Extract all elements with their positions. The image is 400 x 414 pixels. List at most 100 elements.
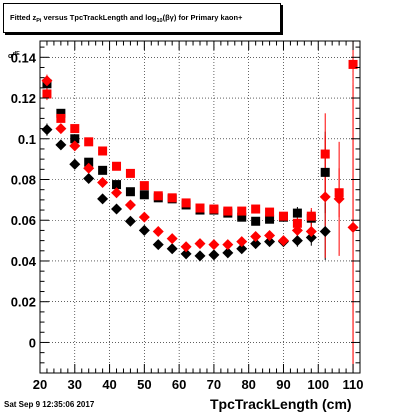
diamond-marker	[194, 250, 206, 262]
square-marker	[56, 113, 66, 123]
y-tick-label: 0.14	[11, 50, 37, 65]
diamond-marker	[41, 124, 53, 136]
title-subscript-pi: Pi	[36, 18, 42, 24]
square-marker	[292, 218, 302, 228]
axis-ticks	[39, 41, 361, 374]
data-markers	[41, 59, 359, 262]
x-tick-label: 50	[137, 377, 151, 392]
diamond-marker	[83, 172, 95, 184]
y-axis-symbol: σ	[8, 53, 13, 60]
diamond-marker	[180, 241, 192, 253]
chart-title: Fitted zPi versus TpcTrackLength and log…	[10, 13, 243, 24]
x-tick-label: 100	[307, 377, 329, 392]
diamond-marker	[319, 191, 331, 203]
square-marker	[181, 198, 191, 208]
square-marker	[125, 168, 135, 178]
square-marker	[320, 149, 330, 159]
x-tick-label: 70	[207, 377, 221, 392]
diamond-marker	[208, 249, 220, 261]
square-marker	[167, 193, 177, 203]
diamond-marker	[291, 235, 303, 247]
square-marker	[237, 206, 247, 216]
diamond-marker	[124, 215, 136, 227]
diamond-marker	[55, 123, 67, 135]
square-marker	[223, 206, 233, 216]
title-beta-gamma: βγ	[165, 13, 174, 22]
diamond-marker	[152, 239, 164, 251]
diamond-marker	[250, 231, 262, 243]
title-subscript-10: 10	[156, 18, 163, 24]
diamond-marker	[97, 193, 109, 205]
y-tick-label: 0	[29, 335, 36, 350]
diamond-marker	[166, 233, 178, 245]
x-tick-label: 30	[68, 377, 82, 392]
diamond-marker	[194, 238, 206, 250]
diamond-marker	[250, 238, 262, 250]
x-tick-label: 20	[33, 377, 47, 392]
y-tick-label: 0.08	[11, 173, 36, 188]
diamond-marker	[166, 243, 178, 255]
square-marker	[42, 89, 52, 99]
square-marker	[139, 181, 149, 191]
square-marker	[334, 188, 344, 198]
square-marker	[195, 203, 205, 213]
axis-tick-labels: 20 30 40 50 60 70 80 90 100 110 0 0.02 0.04 0.06 0.08 0…	[11, 50, 364, 392]
diamond-marker	[111, 203, 123, 215]
diamond-marker	[222, 239, 234, 251]
y-axis-superscript: dE	[12, 51, 20, 57]
square-marker	[320, 167, 330, 177]
square-marker	[306, 211, 316, 221]
square-marker	[70, 134, 80, 144]
x-axis-label: TpcTrackLength (cm)	[210, 396, 352, 412]
diamond-marker	[124, 199, 136, 211]
diamond-marker	[138, 224, 150, 236]
diamond-marker	[208, 239, 220, 251]
square-marker	[139, 190, 149, 200]
square-marker	[84, 157, 94, 167]
x-tick-label: 80	[241, 377, 255, 392]
y-tick-label: 0.02	[11, 295, 36, 310]
chart-title-box: Fitted zPi versus TpcTrackLength and log…	[3, 3, 281, 33]
title-middle: versus TpcTrackLength and log	[41, 13, 157, 22]
square-marker	[98, 146, 108, 156]
x-tick-label: 90	[276, 377, 290, 392]
square-marker	[56, 108, 66, 118]
y-axis-label: σdE	[8, 51, 20, 60]
diamond-marker	[55, 139, 67, 151]
diamond-marker	[97, 177, 109, 189]
title-paren-close: )	[173, 13, 177, 22]
y-tick-label: 0.06	[11, 213, 36, 228]
x-tick-label: 60	[172, 377, 186, 392]
square-marker	[292, 208, 302, 218]
square-marker	[251, 216, 261, 226]
square-marker	[153, 191, 163, 201]
diamond-marker	[83, 162, 95, 174]
square-marker	[265, 207, 275, 217]
y-tick-label: 0.12	[11, 91, 36, 106]
title-suffix: for Primary kaon+	[176, 13, 243, 22]
square-marker	[84, 137, 94, 147]
square-marker	[112, 161, 122, 171]
square-marker	[278, 211, 288, 221]
square-marker	[251, 204, 261, 214]
diamond-marker	[277, 235, 289, 247]
square-marker	[125, 187, 135, 197]
diamond-marker	[236, 243, 248, 255]
x-tick-label: 110	[343, 377, 364, 392]
diamond-marker	[138, 211, 150, 223]
title-paren-open: (	[162, 13, 166, 22]
diamond-marker	[180, 248, 192, 260]
diamond-marker	[319, 225, 331, 237]
timestamp-label: Sat Sep 9 12:35:06 2017	[4, 400, 95, 409]
title-prefix: Fitted z	[10, 13, 37, 22]
diamond-marker	[264, 236, 276, 248]
square-marker	[98, 165, 108, 175]
diamond-marker	[264, 230, 276, 242]
x-tick-label: 40	[102, 377, 116, 392]
diamond-marker	[111, 187, 123, 199]
diamond-marker	[69, 140, 81, 152]
diamond-marker	[305, 232, 317, 244]
square-marker	[237, 212, 247, 222]
y-tick-label: 0.1	[18, 132, 36, 147]
